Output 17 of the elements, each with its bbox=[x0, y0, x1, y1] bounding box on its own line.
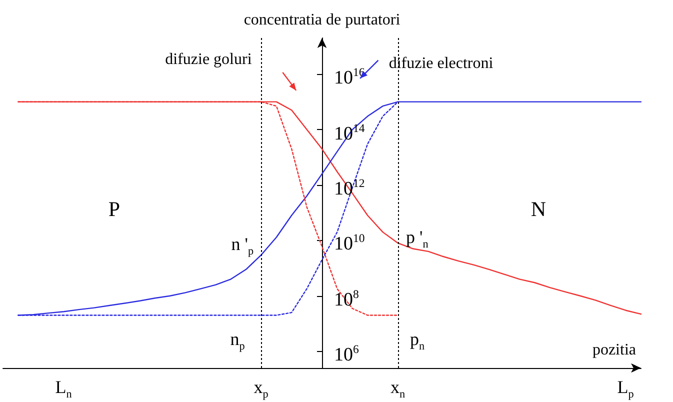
annotation: P bbox=[108, 196, 120, 221]
annotation: N bbox=[530, 196, 546, 221]
y-tick-label: 10$^{10}$ bbox=[334, 232, 365, 255]
y-axis-title: concentratia de purtatori bbox=[244, 12, 401, 28]
y-tick-label: 10$^{6}$ bbox=[334, 343, 359, 366]
x-axis-title: pozitia bbox=[592, 342, 636, 358]
annotation: difuzie electroni bbox=[388, 55, 494, 72]
annotation: n$_{p}$ bbox=[230, 328, 245, 352]
x-tick-label: L$_{n}$ bbox=[55, 377, 72, 401]
annotation: difuzie goluri bbox=[165, 51, 252, 68]
annotation: p '$_{n}$ bbox=[406, 226, 428, 250]
y-tick-label: 10$^{8}$ bbox=[334, 288, 359, 310]
annotation: p$_{n}$ bbox=[410, 328, 425, 352]
x-tick-label: x$_{n}$ bbox=[390, 377, 406, 401]
annotation: n '$_{p}$ bbox=[231, 234, 254, 258]
x-tick-label: x$_{p}$ bbox=[254, 377, 268, 401]
x-tick-label: L$_{p}$ bbox=[617, 377, 634, 401]
